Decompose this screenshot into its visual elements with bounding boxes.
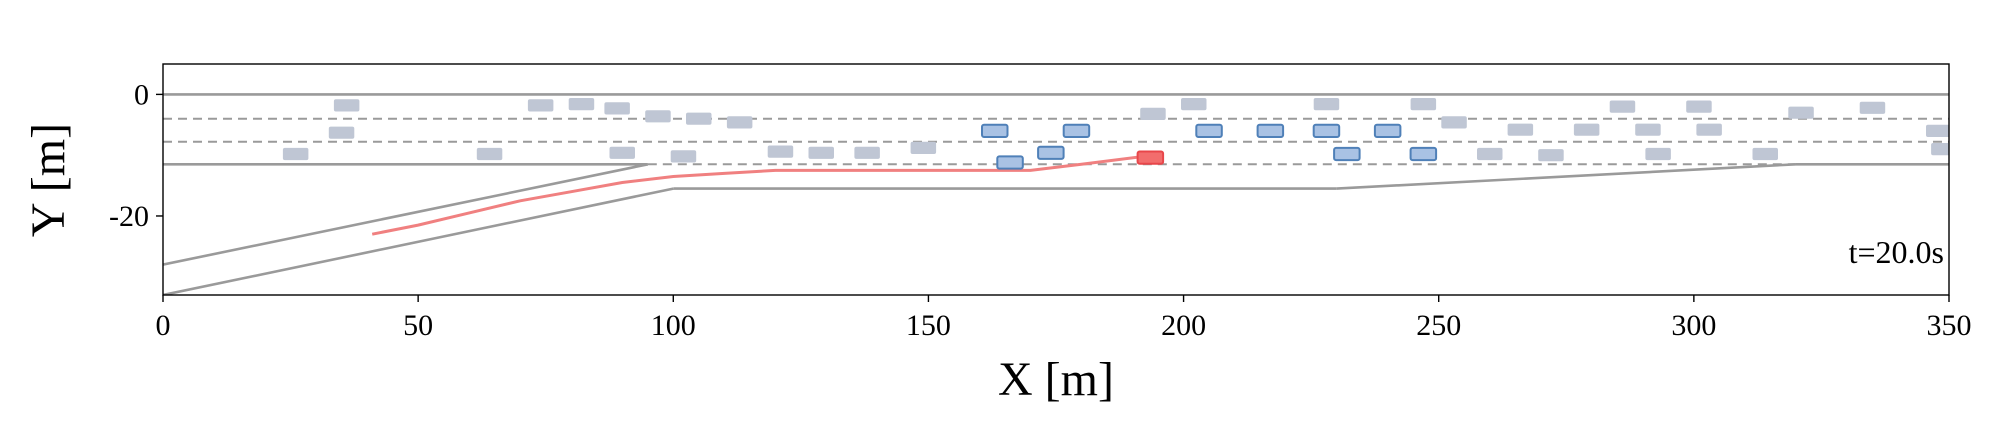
y-axis-label: Y [m] — [22, 123, 75, 237]
interacting-vehicle-layer — [981, 123, 1438, 170]
background-vehicle — [1859, 101, 1886, 114]
x-tick-label: 300 — [1671, 309, 1716, 342]
background-vehicle — [282, 147, 309, 161]
trajectory-layer — [371, 153, 1154, 236]
interacting-vehicle — [1409, 146, 1438, 162]
background-vehicle — [1477, 147, 1503, 161]
background-vehicle — [1140, 107, 1166, 120]
background-vehicle — [854, 146, 880, 159]
interacting-vehicle — [1312, 123, 1341, 139]
background-vehicle — [328, 126, 355, 139]
background-vehicle — [726, 116, 753, 129]
interacting-vehicle — [1195, 123, 1223, 139]
background-vehicle — [1788, 106, 1814, 119]
background-vehicle — [1410, 98, 1437, 111]
background-vehicle — [527, 99, 554, 112]
interacting-vehicle — [996, 155, 1024, 170]
background-vehicle — [1507, 123, 1534, 136]
ego-trajectory — [371, 153, 1154, 236]
background-vehicle — [568, 98, 595, 111]
x-tick-label: 200 — [1161, 309, 1206, 342]
background-vehicle — [1609, 100, 1636, 113]
interacting-vehicle — [981, 123, 1009, 139]
background-vehicle — [1645, 147, 1671, 161]
background-vehicle — [1441, 116, 1467, 129]
x-tick-label: 50 — [403, 309, 433, 342]
ego-vehicle-layer — [1136, 150, 1165, 165]
background-vehicle — [645, 110, 671, 123]
background-vehicle — [1696, 123, 1722, 136]
background-vehicle — [1635, 123, 1661, 136]
background-vehicle — [670, 150, 697, 163]
axes-frame — [162, 63, 1950, 296]
background-vehicle — [767, 145, 794, 158]
background-vehicle — [604, 102, 630, 115]
background-vehicle — [808, 146, 834, 159]
background-vehicle — [1752, 147, 1778, 161]
interacting-vehicle — [1062, 123, 1091, 139]
background-vehicle — [1926, 124, 1949, 137]
background-vehicle-layer — [282, 98, 1949, 163]
ego-vehicle — [1136, 150, 1165, 165]
x-tick-label: 150 — [906, 309, 951, 342]
background-vehicle — [609, 146, 635, 159]
time-annotation: t=20.0s — [1849, 234, 1944, 270]
road-edge-line — [163, 163, 649, 266]
background-vehicle — [476, 147, 503, 161]
y-tick-label: 0 — [134, 78, 149, 111]
background-vehicle — [333, 99, 360, 112]
background-vehicle — [910, 141, 937, 154]
y-tick-label: -20 — [109, 200, 149, 233]
background-vehicle — [686, 112, 712, 125]
x-axis-ticks: 0 50 100 150 200 250 300 350 — [156, 295, 1972, 342]
interacting-vehicle — [1373, 123, 1402, 139]
road-layer — [163, 93, 1949, 295]
x-tick-label: 0 — [156, 309, 171, 342]
background-vehicle — [1931, 143, 1949, 156]
background-vehicle — [1538, 149, 1564, 162]
interacting-vehicle — [1333, 146, 1361, 162]
x-axis-label: X [m] — [998, 353, 1114, 406]
road-edge-line — [163, 187, 674, 295]
background-vehicle — [1313, 98, 1340, 111]
x-tick-label: 350 — [1927, 309, 1972, 342]
y-axis-ticks: 0 -20 — [109, 78, 163, 233]
x-tick-label: 250 — [1416, 309, 1461, 342]
road-edge-line — [1336, 163, 1796, 190]
background-vehicle — [1573, 123, 1600, 136]
x-tick-label: 100 — [651, 309, 696, 342]
interacting-vehicle — [1037, 145, 1065, 160]
interacting-vehicle — [1256, 123, 1285, 139]
background-vehicle — [1686, 100, 1712, 113]
background-vehicle — [1181, 98, 1207, 111]
